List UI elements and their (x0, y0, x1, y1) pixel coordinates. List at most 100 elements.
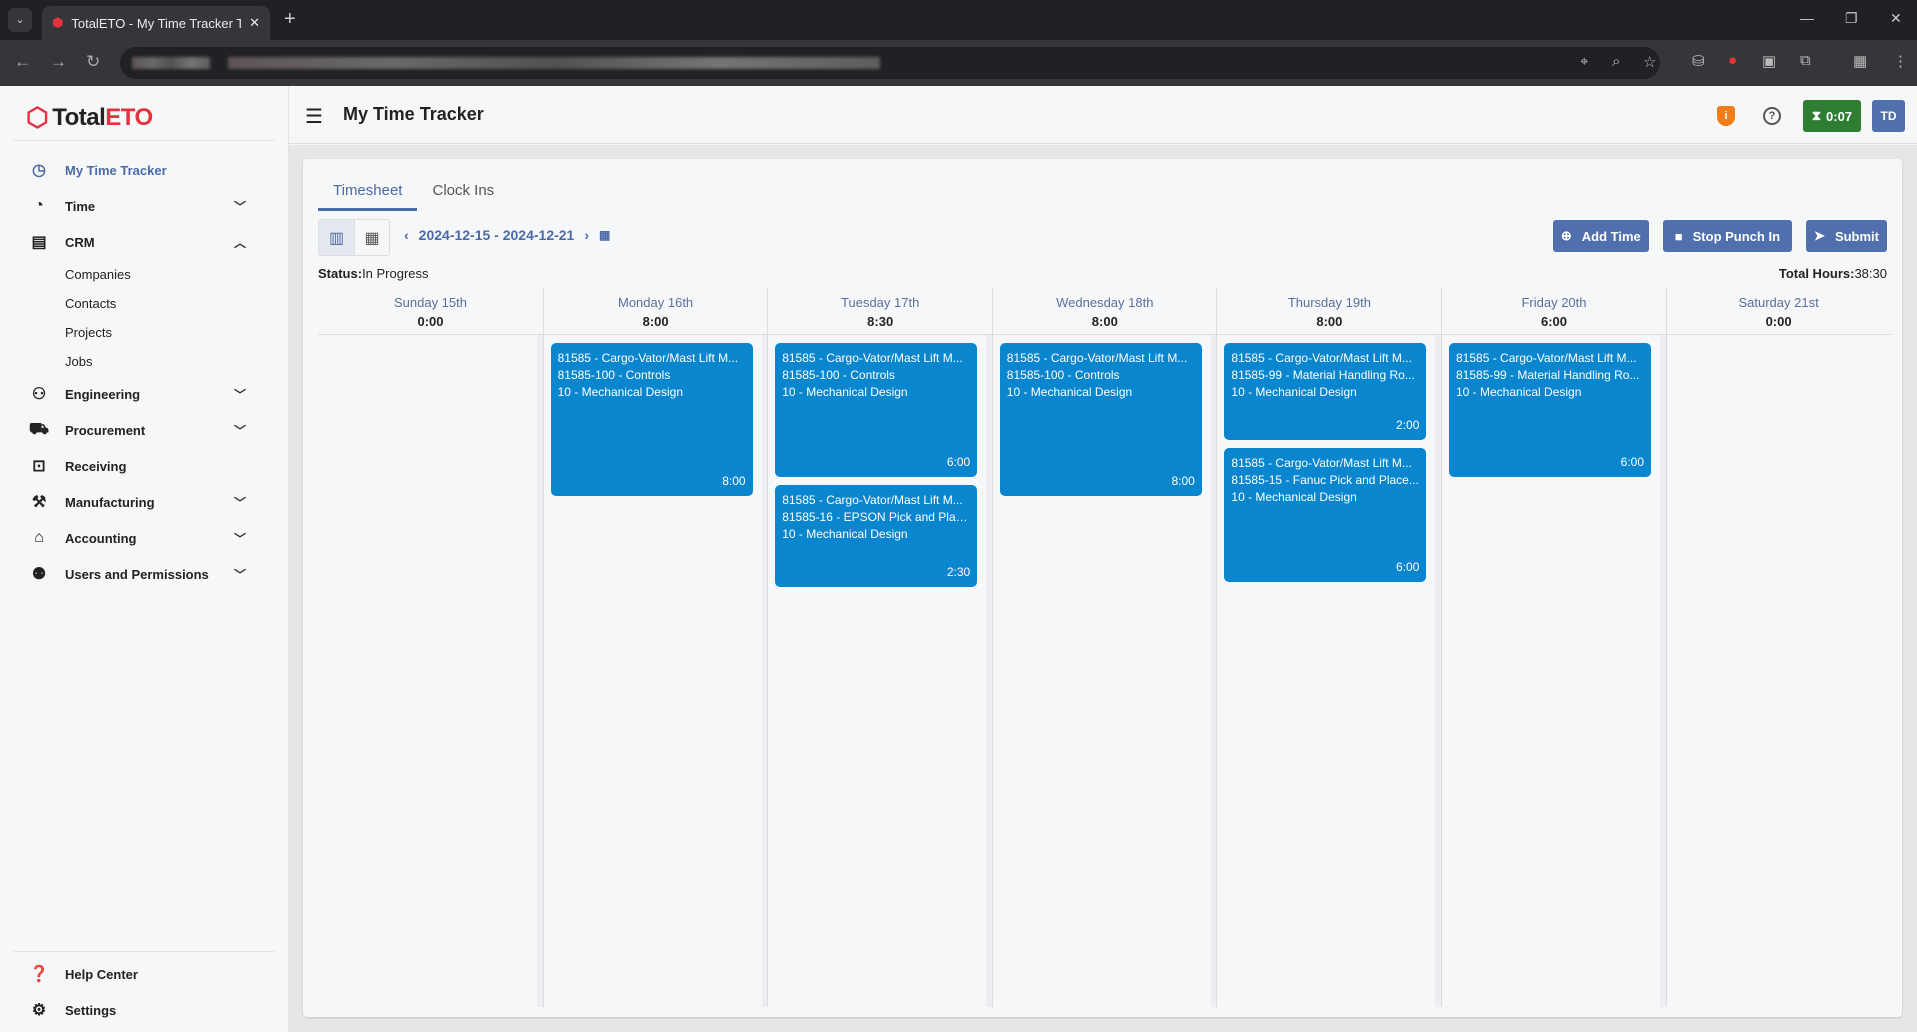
sidebar-menu: ◷ My Time Tracker ◔ Time ﹀ ▤ CRM ︿ Companies Cont… (0, 152, 289, 592)
punch-timer-button[interactable]: ⧗ 0:07 (1803, 100, 1861, 132)
chevron-down-icon[interactable]: ﹀ (234, 567, 247, 582)
day-column[interactable]: Thursday 19th 8:00 81585 - Cargo-Vator/Mas… (1216, 287, 1442, 1007)
day-column[interactable]: Friday 20th 6:00 81585 - Cargo-Vator/Mast … (1441, 287, 1666, 1007)
sidebar-subitem-projects[interactable]: Projects (65, 325, 112, 340)
sidebar-item-time[interactable]: ◔ Time ﹀ (0, 188, 289, 224)
back-icon[interactable]: ← (14, 52, 31, 71)
more-menu-icon[interactable]: ⋮ (1893, 53, 1908, 70)
date-range[interactable]: 2024-12-15 - 2024-12-21 (418, 227, 575, 243)
sidebar-subitem-contacts[interactable]: Contacts (65, 296, 117, 311)
next-week-icon[interactable]: › (584, 227, 590, 243)
calendar-view-icon[interactable]: ▦ (354, 220, 389, 255)
day-column[interactable]: Wednesday 18th 8:00 81585 - Cargo-Vator/Ma… (991, 287, 1217, 1007)
time-entry[interactable]: 81585 - Cargo-Vator/Mast Lift M... 81585-… (775, 485, 978, 587)
column-gutter (537, 335, 543, 1007)
favicon-icon: ⬢ (52, 15, 64, 30)
total-hours: Total Hours:38:30 (1778, 266, 1887, 281)
sidebar-item-manufacturing[interactable]: ⚒ Manufacturing ﹀ (0, 484, 289, 520)
sidebar-item-users-and-permissions[interactable]: ⚉ Users and Permissions ﹀ (0, 556, 289, 592)
chevron-down-icon[interactable]: ﹀ (234, 423, 247, 438)
avatar[interactable]: TD (1872, 100, 1905, 132)
chevron-down-icon[interactable]: ﹀ (234, 199, 247, 214)
close-tab-icon[interactable]: ✕ (249, 15, 260, 30)
url-field[interactable]: ⌖ ⌕ ☆ (120, 47, 1660, 79)
sidebar-item-settings[interactable]: ⚙ Settings (0, 992, 289, 1028)
sidebar-item-procurement[interactable]: ⛟ Procurement ﹀ (0, 412, 289, 448)
day-total: 0:00 (1765, 314, 1792, 329)
reload-icon[interactable]: ↻ (86, 52, 101, 71)
clock-plus-icon: ◔ (34, 197, 44, 214)
browser-tab[interactable]: ⬢ TotalETO - My Time Tracker Timesheet ✕ (42, 6, 270, 40)
extensions-puzzle-icon[interactable]: ⧉ (1800, 52, 1811, 69)
previous-week-icon[interactable]: ‹ (404, 227, 409, 243)
week-columns-view-icon[interactable]: ▥ (319, 220, 354, 255)
time-entry[interactable]: 81585 - Cargo-Vator/Mast Lift M... 81585-… (999, 343, 1202, 496)
entry-duration: 6:00 (946, 455, 971, 469)
sidebar-item-help-center[interactable]: ❓ Help Center (0, 956, 289, 992)
tab-search-button[interactable]: ⌄ (8, 8, 32, 32)
forward-icon[interactable]: → (50, 52, 67, 71)
stop-punch-in-button[interactable]: ■ Stop Punch In (1662, 220, 1793, 252)
chevron-down-icon[interactable]: ﹀ (234, 531, 247, 546)
building-users-icon: ▤ (31, 234, 47, 251)
sidebar-item-crm[interactable]: ▤ CRM ︿ (0, 224, 289, 260)
extension-icon[interactable]: ● (1728, 52, 1738, 69)
day-name: Saturday 21st (1738, 295, 1819, 310)
entry-job: 81585-100 - Controls (1006, 368, 1120, 382)
time-entry[interactable]: 81585 - Cargo-Vator/Mast Lift M... 81585-… (1224, 343, 1427, 440)
sidebar-subitem-companies[interactable]: Companies (65, 267, 131, 282)
day-column[interactable]: Monday 16th 8:00 81585 - Cargo-Vator/Mast … (542, 287, 768, 1007)
collapse-menu-icon[interactable]: ☰ (305, 106, 323, 128)
chevron-down-icon[interactable]: ﹀ (234, 495, 247, 510)
help-icon[interactable]: ? (1763, 107, 1781, 125)
time-entry[interactable]: 81585 - Cargo-Vator/Mast Lift M... 81585-… (550, 343, 753, 496)
entry-project: 81585 - Cargo-Vator/Mast Lift M... (1456, 351, 1637, 365)
time-entry[interactable]: 81585 - Cargo-Vator/Mast Lift M... 81585-… (775, 343, 978, 477)
entry-duration: 8:00 (1171, 474, 1195, 488)
entry-task: 10 - Mechanical Design (782, 527, 908, 541)
add-time-button[interactable]: ⊕ Add Time (1552, 220, 1649, 252)
sidebar-item-my-time-tracker[interactable]: ◷ My Time Tracker (0, 152, 289, 188)
sidebar-item-engineering[interactable]: ⚇ Engineering ﹀ (0, 376, 289, 412)
day-column[interactable]: Tuesday 17th 8:30 81585 - Cargo-Vator/Mast… (767, 287, 993, 1007)
date-picker-icon[interactable]: ▦ (599, 228, 611, 242)
day-total: 8:00 (1091, 314, 1118, 329)
day-column[interactable]: Sunday 15th 0:00 (318, 287, 543, 1007)
sidebar-item-receiving[interactable]: ⊡ Receiving (0, 448, 289, 484)
minimize-icon[interactable]: — (1800, 10, 1814, 26)
time-entry[interactable]: 81585 - Cargo-Vator/Mast Lift M... 81585-… (1449, 343, 1651, 477)
entry-job: 81585-15 - Fanuc Pick and Place... (1231, 473, 1419, 487)
send-icon: ➤ (1814, 228, 1825, 243)
zoom-icon[interactable]: ⌕ (1612, 53, 1621, 70)
entry-job: 81585-100 - Controls (782, 368, 895, 382)
day-header: Sunday 15th 0:00 (318, 287, 543, 335)
location-icon[interactable]: ⌖ (1580, 53, 1589, 70)
tab-timesheet[interactable]: Timesheet (318, 173, 418, 211)
time-entry[interactable]: 81585 - Cargo-Vator/Mast Lift M... 81585-… (1224, 448, 1427, 582)
timesheet-card: Timesheet Clock Ins ▥ ▦ ‹ 2024-12-15 - 2… (303, 159, 1902, 1017)
tab-clock-ins[interactable]: Clock Ins (432, 182, 495, 199)
sidebar-bottom: ❓ Help Center ⚙ Settings (0, 956, 289, 1028)
day-column[interactable]: Saturday 21st 0:00 (1665, 287, 1891, 1007)
logo[interactable]: ⬡ Total ETO (26, 102, 153, 132)
extension-icon[interactable]: ⛁ (1692, 53, 1705, 70)
security-shield-icon[interactable]: i (1717, 106, 1735, 126)
inbox-icon: ⊡ (32, 458, 46, 475)
extension-icon[interactable]: ▣ (1762, 53, 1777, 70)
sidebar-item-accounting[interactable]: ⌂ Accounting ﹀ (0, 520, 289, 556)
sidebar-subitem-jobs[interactable]: Jobs (65, 354, 93, 369)
bookmark-star-icon[interactable]: ☆ (1643, 54, 1657, 71)
close-window-icon[interactable]: ✕ (1890, 10, 1902, 26)
chevron-up-icon[interactable]: ︿ (234, 235, 247, 250)
entry-task: 10 - Mechanical Design (1231, 490, 1357, 504)
profile-icon[interactable]: ▦ (1853, 53, 1868, 70)
new-tab-button[interactable]: + (284, 8, 296, 30)
day-name: Tuesday 17th (841, 295, 920, 310)
chevron-down-icon[interactable]: ﹀ (234, 387, 247, 402)
restore-icon[interactable]: ❐ (1845, 10, 1858, 26)
page-header: ☰ My Time Tracker i ? ⧗ 0:07 TD (289, 86, 1917, 144)
entry-task: 10 - Mechanical Design (557, 385, 683, 399)
clock-icon: ◷ (32, 162, 46, 179)
submit-button[interactable]: ➤ Submit (1806, 220, 1887, 252)
day-total: 8:00 (1316, 314, 1343, 329)
